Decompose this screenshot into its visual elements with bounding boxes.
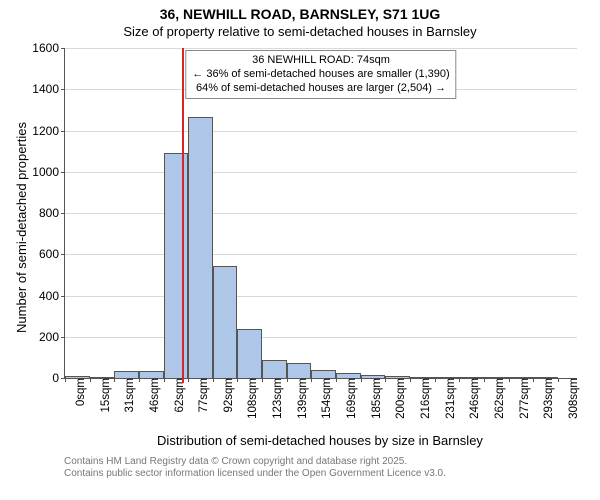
x-tick-mark [410, 378, 411, 382]
gridline [65, 213, 577, 214]
x-tick-label: 293sqm [537, 378, 555, 419]
x-tick-label: 169sqm [340, 378, 358, 419]
x-tick-mark [188, 378, 189, 382]
histogram-bar [237, 329, 262, 379]
histogram-bar [262, 360, 287, 378]
plot-area: 020040060080010001200140016000sqm15sqm31… [64, 48, 577, 379]
x-tick-mark [262, 378, 263, 382]
x-tick-mark [459, 378, 460, 382]
attribution-line-2: Contains public sector information licen… [64, 468, 446, 480]
y-tick-mark [61, 337, 65, 338]
x-tick-label: 185sqm [365, 378, 383, 419]
x-tick-mark [533, 378, 534, 382]
x-tick-mark [509, 378, 510, 382]
gridline [65, 296, 577, 297]
x-tick-mark [213, 378, 214, 382]
gridline [65, 48, 577, 49]
x-tick-label: 62sqm [168, 378, 186, 413]
y-tick-mark [61, 296, 65, 297]
y-tick-mark [61, 254, 65, 255]
x-tick-label: 308sqm [562, 378, 580, 419]
histogram-bar [139, 371, 164, 378]
x-tick-mark [311, 378, 312, 382]
x-tick-label: 31sqm [118, 378, 136, 413]
y-tick-mark [61, 213, 65, 214]
annotation-line-1: 36 NEWHILL ROAD: 74sqm [192, 54, 449, 68]
y-tick-mark [61, 89, 65, 90]
annotation-line-2: ← 36% of semi-detached houses are smalle… [192, 68, 449, 82]
x-tick-mark [336, 378, 337, 382]
x-tick-label: 246sqm [463, 378, 481, 419]
histogram-bar [114, 371, 139, 378]
histogram-bar [213, 266, 238, 378]
x-tick-mark [287, 378, 288, 382]
gridline [65, 254, 577, 255]
annotation-line-3: 64% of semi-detached houses are larger (… [192, 82, 449, 96]
y-tick-mark [61, 131, 65, 132]
x-axis-label: Distribution of semi-detached houses by … [64, 433, 576, 448]
x-tick-label: 139sqm [291, 378, 309, 419]
y-axis-label: Number of semi-detached properties [14, 122, 29, 333]
y-tick-mark [61, 48, 65, 49]
x-tick-mark [139, 378, 140, 382]
chart-title-sub: Size of property relative to semi-detach… [0, 22, 600, 39]
x-tick-label: 0sqm [69, 378, 87, 406]
x-tick-label: 231sqm [439, 378, 457, 419]
x-tick-mark [114, 378, 115, 382]
marker-line [182, 48, 184, 383]
x-tick-mark [361, 378, 362, 382]
histogram-bar [188, 117, 213, 378]
x-tick-mark [237, 378, 238, 382]
x-tick-label: 108sqm [241, 378, 259, 419]
histogram-bar [164, 153, 189, 378]
x-tick-mark [435, 378, 436, 382]
chart-title-main: 36, NEWHILL ROAD, BARNSLEY, S71 1UG [0, 0, 600, 22]
x-tick-label: 77sqm [192, 378, 210, 413]
x-tick-mark [484, 378, 485, 382]
histogram-bar [311, 370, 336, 378]
x-tick-mark [558, 378, 559, 382]
x-tick-mark [164, 378, 165, 382]
annotation-box: 36 NEWHILL ROAD: 74sqm ← 36% of semi-det… [185, 50, 456, 99]
x-tick-label: 216sqm [414, 378, 432, 419]
gridline [65, 337, 577, 338]
x-tick-label: 92sqm [217, 378, 235, 413]
gridline [65, 131, 577, 132]
attribution-line-1: Contains HM Land Registry data © Crown c… [64, 456, 446, 468]
x-tick-mark [90, 378, 91, 382]
x-tick-label: 15sqm [94, 378, 112, 413]
x-tick-label: 200sqm [389, 378, 407, 419]
x-tick-label: 46sqm [143, 378, 161, 413]
attribution-text: Contains HM Land Registry data © Crown c… [64, 456, 446, 480]
x-tick-mark [385, 378, 386, 382]
histogram-bar [287, 363, 312, 378]
x-tick-label: 123sqm [266, 378, 284, 419]
x-tick-label: 277sqm [513, 378, 531, 419]
gridline [65, 172, 577, 173]
x-tick-label: 154sqm [315, 378, 333, 419]
x-tick-mark [65, 378, 66, 382]
y-tick-mark [61, 172, 65, 173]
x-tick-label: 262sqm [488, 378, 506, 419]
